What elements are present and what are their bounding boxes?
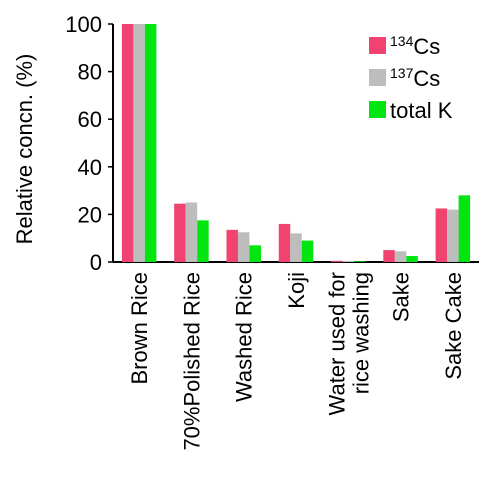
legend-swatch	[369, 69, 386, 86]
bar	[406, 256, 418, 262]
axes	[112, 24, 479, 263]
bar	[197, 220, 209, 262]
bar	[237, 232, 250, 262]
bar	[185, 202, 198, 262]
x-tick-label: Sake	[389, 272, 414, 322]
x-tick-label: Koji	[284, 272, 309, 309]
bar	[144, 24, 157, 262]
bar	[383, 250, 395, 262]
y-axis-title: Relative concn. (%)	[12, 54, 37, 245]
legend: 134Cs 137Cs total K	[369, 33, 453, 123]
x-tick-label: 70%Polished Rice	[179, 272, 204, 451]
legend-label: total K	[390, 98, 453, 123]
bar	[121, 24, 134, 262]
x-tick-label: Washed Rice	[232, 272, 257, 402]
legend-label: 137Cs	[390, 65, 440, 91]
x-tick-label: Water used for	[324, 272, 349, 415]
y-tick-label: 100	[65, 12, 102, 37]
bars	[121, 24, 471, 262]
x-tick-labels: Brown Rice 70%Polished Rice Washed Rice Koj…	[127, 272, 466, 451]
bar	[226, 229, 238, 262]
bar	[290, 233, 302, 262]
bar	[133, 24, 145, 262]
bar	[354, 261, 366, 262]
bar	[174, 203, 186, 262]
y-tick-label: 0	[90, 250, 102, 275]
bar	[447, 209, 459, 262]
bar	[331, 260, 343, 262]
bar	[278, 223, 291, 262]
bar	[458, 195, 471, 262]
y-tick-label: 60	[78, 107, 102, 132]
y-tick-label: 80	[78, 60, 102, 85]
x-tick-label: rice washing	[348, 272, 373, 394]
y-tick-label: 20	[78, 202, 102, 227]
bar	[301, 240, 314, 262]
legend-swatch	[369, 101, 386, 118]
bar	[249, 245, 261, 262]
bar	[342, 260, 355, 262]
bar	[435, 208, 448, 262]
legend-swatch	[369, 37, 386, 54]
y-ticks: 0 20 40 60 80 100	[65, 12, 113, 275]
legend-label: 134Cs	[390, 33, 440, 59]
bar	[394, 251, 407, 262]
x-tick-label: Sake Cake	[441, 272, 466, 380]
y-tick-label: 40	[78, 155, 102, 180]
x-tick-label: Brown Rice	[127, 272, 152, 384]
